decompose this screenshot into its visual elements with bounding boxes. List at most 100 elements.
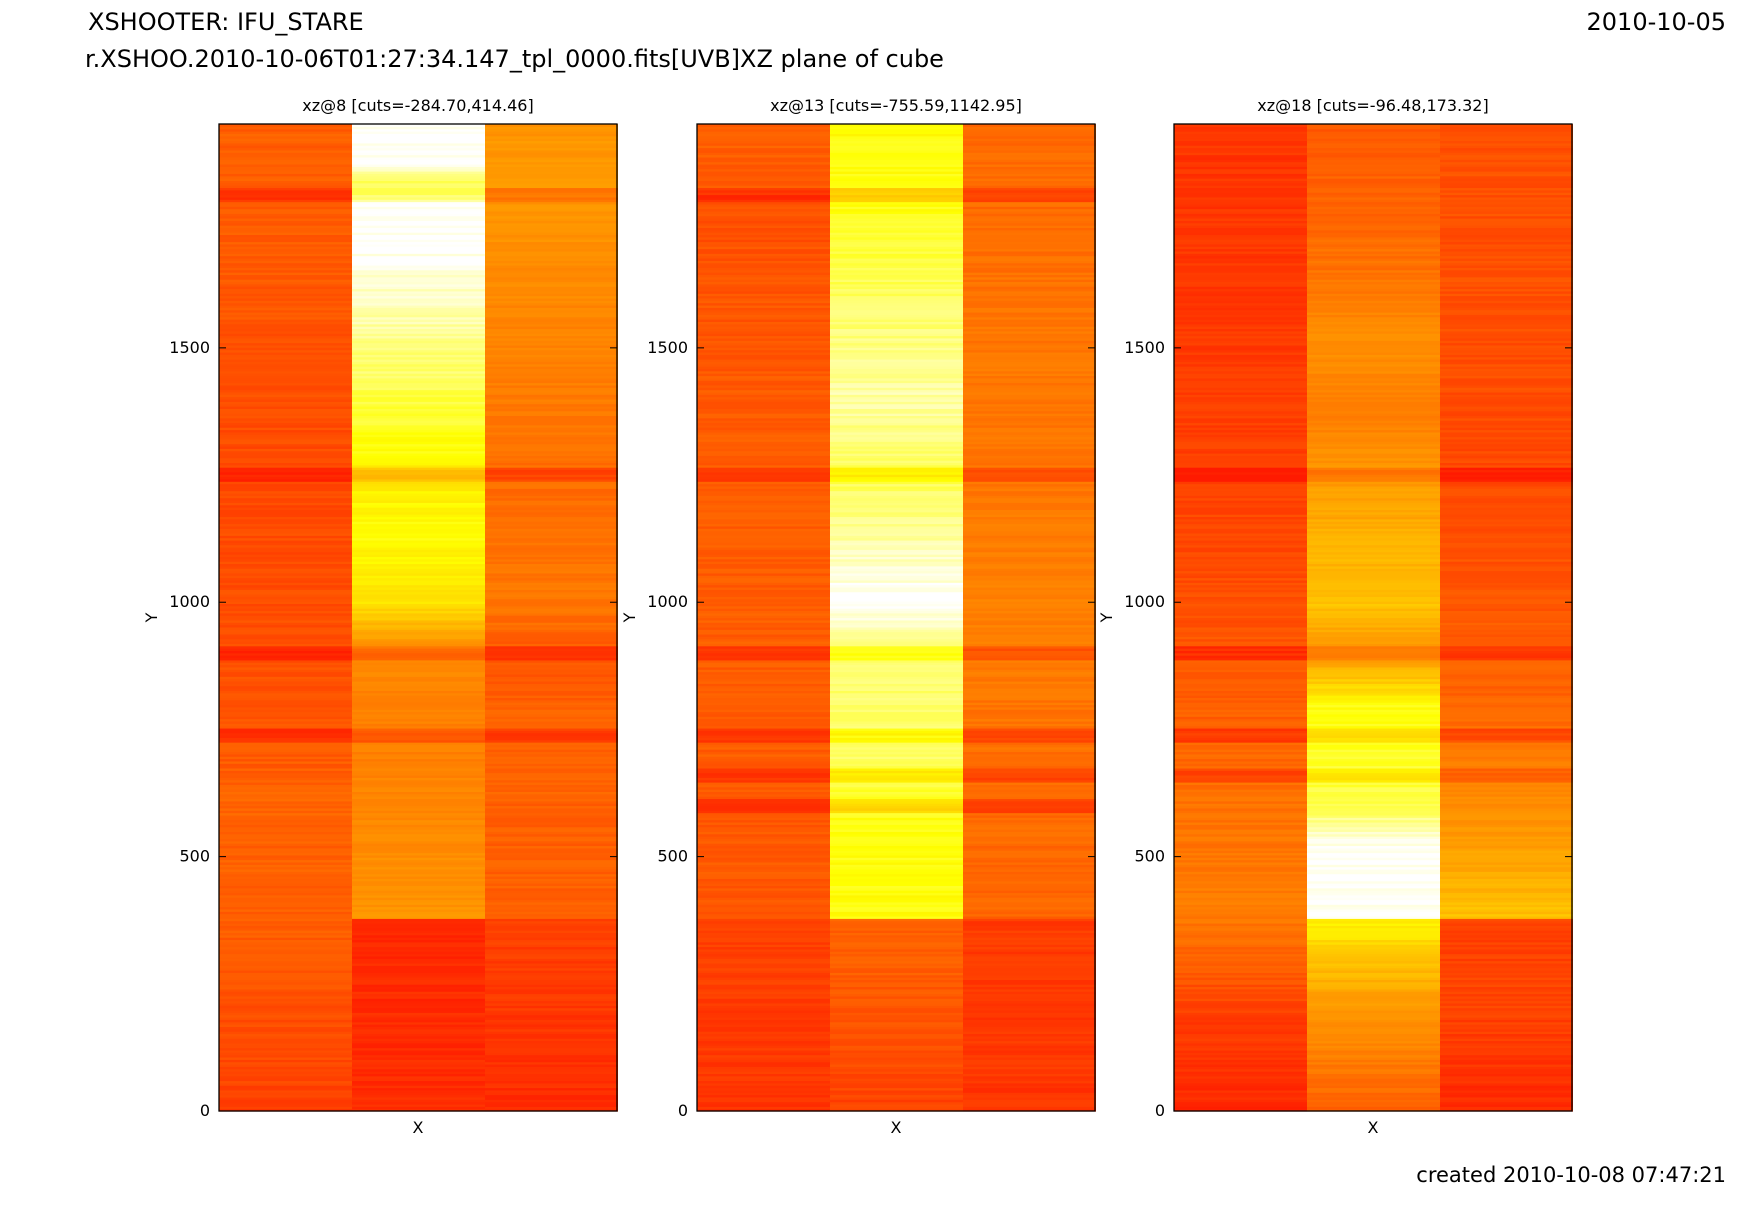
heatmap-cell	[1440, 417, 1573, 421]
heatmap-cell	[1174, 196, 1307, 200]
heatmap-cell	[352, 836, 485, 839]
heatmap-cell	[1307, 871, 1440, 875]
heatmap-cell	[1174, 960, 1307, 964]
heatmap-cell	[697, 511, 830, 515]
heatmap-cell	[352, 786, 485, 790]
heatmap-cell	[485, 641, 618, 644]
heatmap-cell	[1440, 868, 1573, 872]
heatmap-cell	[485, 1042, 618, 1046]
heatmap-cell	[830, 586, 963, 590]
heatmap-cell	[485, 295, 618, 299]
heatmap-cell	[1307, 713, 1440, 717]
heatmap-cell	[830, 507, 963, 510]
heatmap-cell	[219, 335, 352, 339]
heatmap-cell	[1174, 1073, 1307, 1077]
heatmap-cell	[963, 706, 1096, 710]
heatmap-cell	[219, 1031, 352, 1035]
heatmap-cell	[1440, 925, 1573, 929]
heatmap-cell	[352, 1071, 485, 1074]
heatmap-cell	[1307, 589, 1440, 593]
heatmap-cell	[963, 664, 1096, 668]
heatmap-cell	[830, 727, 963, 731]
heatmap-cell	[1440, 772, 1573, 776]
heatmap-cell	[830, 189, 963, 193]
heatmap-cell	[963, 253, 1096, 257]
heatmap-cell	[963, 246, 1096, 250]
heatmap-cell	[1307, 873, 1440, 877]
heatmap-cell	[485, 901, 618, 905]
heatmap-cell	[963, 199, 1096, 203]
heatmap-cell	[352, 974, 485, 978]
heatmap-cell	[1174, 147, 1307, 151]
heatmap-cell	[219, 408, 352, 412]
heatmap-cell	[697, 363, 830, 367]
heatmap-cell	[219, 685, 352, 689]
heatmap-cell	[1307, 744, 1440, 748]
heatmap-cell	[352, 702, 485, 706]
heatmap-cell	[697, 133, 830, 137]
heatmap-cell	[219, 1038, 352, 1042]
heatmap-cell	[1174, 375, 1307, 379]
heatmap-cell	[1174, 626, 1307, 630]
heatmap-cell	[352, 1073, 485, 1077]
heatmap-cell	[830, 831, 963, 835]
heatmap-cell	[352, 267, 485, 271]
heatmap-cell	[485, 239, 618, 243]
heatmap-cell	[1440, 182, 1573, 186]
heatmap-cell	[963, 887, 1096, 891]
heatmap-cell	[352, 857, 485, 861]
heatmap-cell	[485, 391, 618, 395]
heatmap-cell	[1440, 845, 1573, 849]
heatmap-cell	[352, 500, 485, 503]
heatmap-cell	[1174, 161, 1307, 165]
heatmap-cell	[485, 250, 618, 254]
heatmap-cell	[830, 314, 963, 318]
heatmap-cell	[1440, 1026, 1573, 1030]
heatmap-cell	[1307, 1059, 1440, 1063]
heatmap-cell	[485, 570, 618, 574]
heatmap-cell	[830, 551, 963, 555]
heatmap-cell	[830, 347, 963, 351]
heatmap-cell	[1307, 727, 1440, 731]
heatmap-cell	[352, 260, 485, 264]
heatmap-cell	[1174, 812, 1307, 816]
heatmap-cell	[1307, 948, 1440, 952]
heatmap-cell	[1440, 972, 1573, 976]
heatmap-cell	[1174, 149, 1307, 153]
heatmap-cell	[352, 1007, 485, 1011]
heatmap-cell	[697, 180, 830, 184]
heatmap-cell	[697, 876, 830, 879]
y-tick-label: 1000	[169, 592, 210, 611]
heatmap-cell	[1174, 885, 1307, 889]
heatmap-cell	[352, 610, 485, 614]
heatmap-cell	[1307, 861, 1440, 865]
heatmap-cell	[219, 1096, 352, 1100]
heatmap-cell	[485, 283, 618, 287]
heatmap-cell	[352, 161, 485, 165]
heatmap-cell	[1307, 227, 1440, 231]
heatmap-cell	[697, 615, 830, 619]
heatmap-cell	[219, 196, 352, 200]
heatmap-cell	[352, 124, 485, 127]
heatmap-cell	[697, 276, 830, 280]
heatmap-cell	[830, 321, 963, 325]
heatmap-cell	[697, 680, 830, 684]
heatmap-cell	[219, 873, 352, 877]
heatmap-cell	[1174, 250, 1307, 254]
heatmap-cell	[1307, 793, 1440, 797]
heatmap-cell	[352, 135, 485, 139]
heatmap-cell	[1440, 269, 1573, 273]
heatmap-cell	[1174, 171, 1307, 174]
heatmap-cell	[219, 791, 352, 795]
heatmap-cell	[697, 257, 830, 261]
heatmap-cell	[1174, 742, 1307, 745]
heatmap-cell	[352, 892, 485, 896]
heatmap-cell	[697, 695, 830, 698]
heatmap-cell	[830, 697, 963, 701]
heatmap-cell	[1440, 986, 1573, 990]
heatmap-cell	[1440, 478, 1573, 482]
heatmap-cell	[697, 836, 830, 839]
heatmap-cell	[1440, 1064, 1573, 1067]
heatmap-cell	[219, 1049, 352, 1053]
heatmap-cell	[1174, 142, 1307, 146]
